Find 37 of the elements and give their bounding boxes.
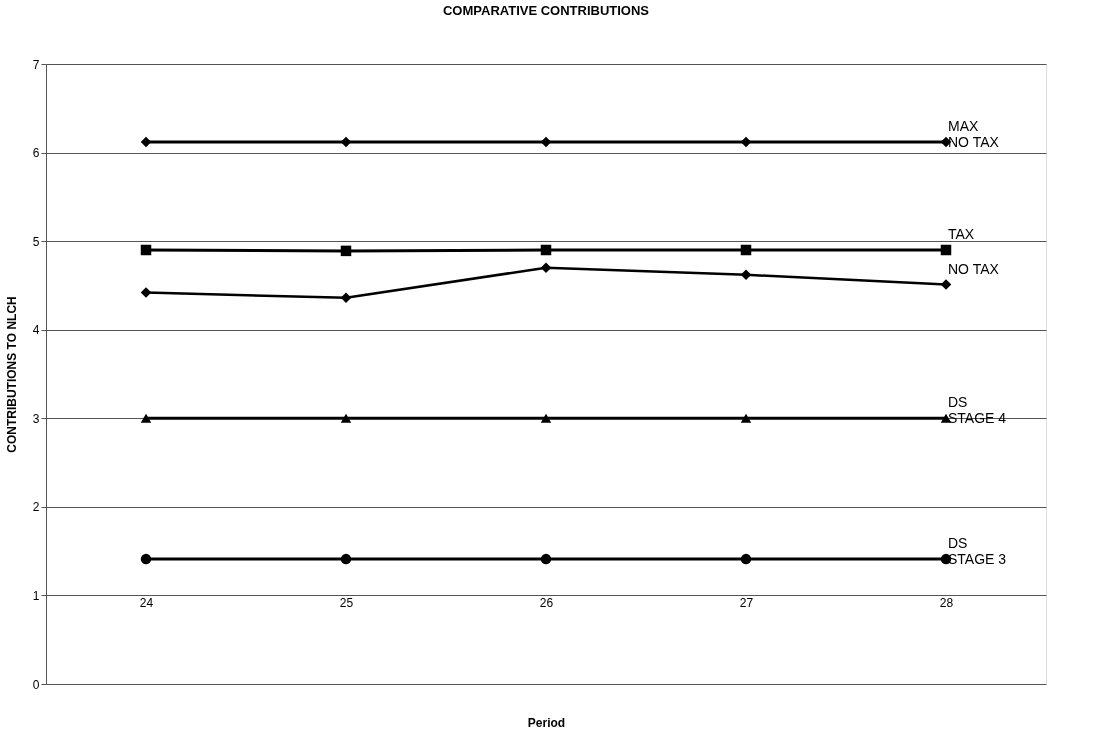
point	[740, 244, 752, 256]
point	[540, 262, 552, 273]
point	[340, 413, 352, 423]
x-tick-label: 27	[739, 595, 754, 610]
point	[340, 245, 352, 257]
point	[740, 413, 752, 423]
x-tick-label: 28	[939, 595, 954, 610]
y-axis-title: CONTRIBUTIONS TO NLCH	[4, 296, 19, 453]
point	[740, 553, 752, 565]
point	[940, 244, 952, 256]
series-label: NO TAX	[948, 260, 1000, 277]
x-axis-title: Period	[527, 715, 566, 730]
chart-title: COMPARATIVE CONTRIBUTIONS	[442, 3, 650, 18]
y-tick-label: 1	[32, 588, 40, 603]
point	[340, 553, 352, 565]
y-tick-label: 3	[32, 411, 40, 426]
y-tick-label: 4	[32, 323, 40, 338]
point	[140, 413, 152, 423]
point	[540, 553, 552, 565]
y-tick-label: 7	[32, 57, 40, 72]
point	[340, 292, 352, 304]
x-tick-label: 25	[339, 595, 354, 610]
point	[540, 244, 552, 256]
point	[940, 279, 952, 290]
x-tick-label: 26	[539, 595, 554, 610]
point	[140, 553, 152, 565]
point	[140, 287, 152, 298]
series-label: TAX	[948, 226, 975, 242]
point	[740, 269, 752, 281]
x-tick-label: 24	[139, 595, 154, 610]
y-tick-label: 2	[32, 500, 40, 515]
point	[540, 413, 552, 423]
y-tick-label: 5	[32, 234, 40, 249]
y-tick-label: 6	[32, 146, 40, 161]
series-label: MAX NO TAX	[948, 117, 1000, 150]
point	[140, 244, 152, 256]
y-tick-label: 0	[32, 677, 40, 692]
